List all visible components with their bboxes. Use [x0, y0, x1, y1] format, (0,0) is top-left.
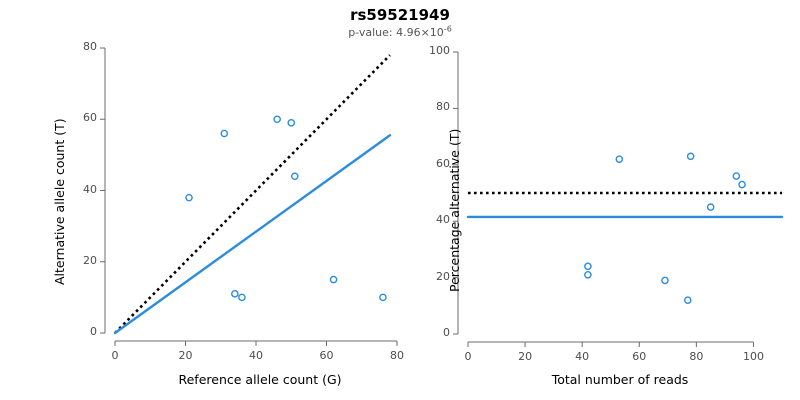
data-point	[732, 172, 741, 180]
data-point	[290, 172, 299, 181]
data-point	[615, 155, 624, 163]
data-point	[238, 293, 246, 302]
x-tick-label: 0	[111, 349, 119, 362]
y-tick-label: 80	[436, 100, 450, 114]
right-x-axis-title: Total number of reads	[551, 372, 689, 387]
left-plot-canvas	[100, 47, 398, 346]
x-tick-label: 80	[689, 350, 704, 363]
data-point	[220, 129, 229, 138]
right-y-axis-title: Percentage alternative (T)	[447, 128, 462, 292]
data-point	[683, 296, 692, 304]
data-point	[686, 152, 695, 161]
y-tick-label: 80	[83, 40, 97, 53]
x-tick-label: 60	[632, 350, 647, 363]
data-point	[661, 276, 669, 285]
x-tick-label: 40	[575, 350, 590, 363]
page-title: rs59521949	[350, 6, 450, 24]
data-point	[584, 262, 592, 271]
data-point	[584, 270, 592, 279]
left-x-axis-title: Reference allele count (G)	[178, 372, 342, 387]
data-point	[287, 119, 296, 127]
y-tick-label: 0	[443, 326, 450, 339]
y-tick-label: 20	[436, 269, 450, 283]
pvalue-mantissa: 4.96×10	[396, 26, 444, 39]
x-tick-label: 40	[249, 349, 263, 362]
panel-reads-vs-percentage: Total number of reads Percentage alterna…	[420, 0, 800, 400]
panel-reference-vs-alternative: Reference allele count (G) Alternative a…	[52, 40, 404, 387]
pvalue-subtitle: p-value: 4.96×10-6	[0, 24, 800, 39]
data-point	[738, 180, 746, 189]
y-tick-label: 20	[83, 253, 97, 267]
data-point	[273, 115, 281, 124]
pvalue-prefix: p-value:	[348, 26, 397, 39]
data-point	[329, 275, 338, 284]
y-tick-label: 40	[83, 182, 97, 196]
x-tick-label: 80	[390, 349, 404, 362]
x-tick-label: 20	[518, 350, 533, 363]
data-point	[379, 293, 387, 302]
y-tick-label: 40	[436, 213, 450, 227]
pvalue-exponent: -6	[443, 24, 452, 34]
y-tick-label: 100	[429, 44, 450, 57]
x-tick-label: 60	[319, 349, 334, 362]
y-tick-label: 60	[83, 111, 97, 125]
x-tick-label: 0	[464, 350, 472, 363]
right-plot-canvas	[453, 51, 784, 347]
fitted-regression-line	[113, 134, 392, 335]
data-point	[706, 203, 715, 211]
data-point	[231, 290, 239, 298]
reference-diagonal-line	[114, 54, 391, 334]
y-tick-label: 60	[436, 156, 450, 170]
y-tick-label: 0	[90, 325, 97, 338]
x-tick-label: 20	[178, 349, 193, 362]
data-point	[185, 193, 193, 202]
x-tick-label: 100	[742, 350, 764, 363]
